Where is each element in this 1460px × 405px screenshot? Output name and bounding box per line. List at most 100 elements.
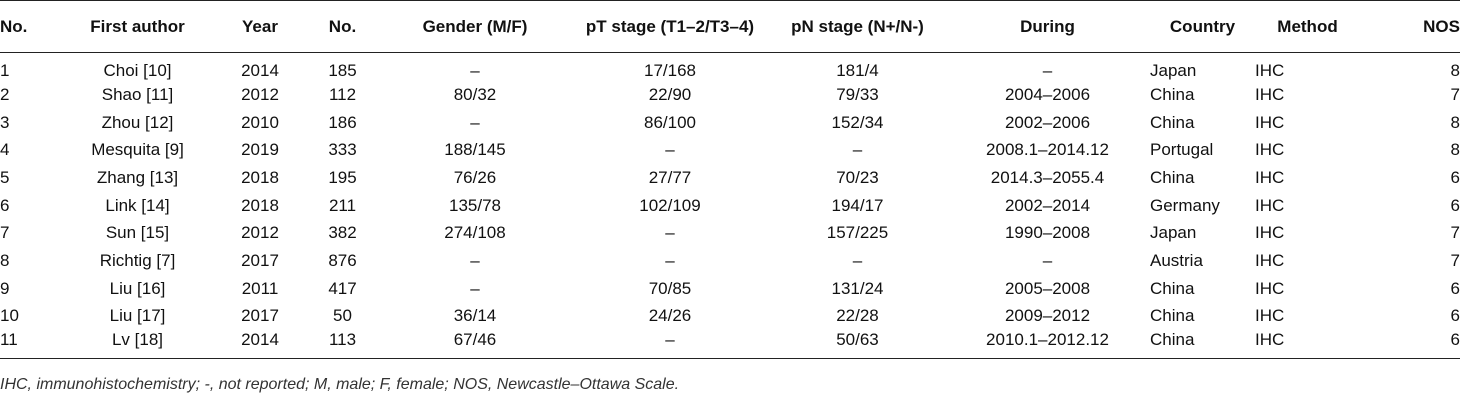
- gender-cell: –: [470, 61, 480, 80]
- gender-header: Gender (M/F): [422, 16, 528, 36]
- country-cell: China: [1150, 278, 1195, 298]
- year-cell: 2012: [241, 84, 279, 104]
- gender-cell: 188/145: [444, 140, 506, 160]
- first-author-cell: Lv [18]: [60, 330, 215, 360]
- study-number-cell: 7: [0, 223, 10, 243]
- during-cell: 2009–2012: [1004, 306, 1091, 326]
- pn-stage-cell: 79/33: [836, 84, 879, 104]
- pn-stage-header: pN stage (N+/N-): [791, 16, 924, 36]
- nos-cell: 6: [1450, 167, 1460, 187]
- pn-stage-cell: 194/17: [831, 195, 884, 215]
- study-number-cell: 9: [0, 278, 10, 298]
- gender-cell: 67/46: [380, 330, 570, 360]
- table-row: 10 Liu [17] 2017 50 36/14 24/26 22/28 2009–2012…: [0, 303, 1460, 331]
- sample-size-cell: 333: [328, 140, 357, 160]
- method-cell: IHC: [1255, 195, 1285, 215]
- pn-stage-cell: 70/23: [836, 167, 879, 187]
- sample-size-cell: 417: [328, 278, 357, 298]
- year-cell: 2014: [241, 61, 279, 80]
- country-cell: China: [1150, 330, 1255, 360]
- gender-cell: 135/78: [449, 195, 501, 215]
- first-author-cell: Shao [11]: [101, 84, 174, 104]
- year-header: Year: [242, 16, 278, 36]
- year-cell: 2019: [241, 140, 279, 160]
- gender-cell: 80/32: [453, 84, 497, 104]
- no-header: No.: [0, 16, 28, 36]
- gender-cell: 76/26: [453, 167, 497, 187]
- nos-cell: 8: [1450, 140, 1460, 160]
- first-author-cell: Link [14]: [105, 195, 170, 215]
- pn-stage-cell: 157/225: [826, 223, 889, 243]
- nos-cell: 8: [1450, 112, 1460, 132]
- pn-stage-cell: 50/63: [770, 330, 945, 360]
- study-number-cell: 4: [0, 140, 10, 160]
- pt-stage-cell: 27/77: [648, 167, 692, 187]
- pt-stage-cell: –: [570, 330, 770, 360]
- during-cell: –: [1042, 250, 1053, 270]
- sample-size-cell: 113: [305, 330, 380, 360]
- during-cell: 1990–2008: [1004, 223, 1091, 243]
- year-cell: 2010: [241, 112, 279, 132]
- pn-stage-cell: 131/24: [831, 278, 884, 298]
- during-cell: 2004–2006: [1004, 84, 1091, 104]
- table-row: 3 Zhou [12] 2010 186 – 86/100 152/34 2002–2006 C…: [0, 109, 1460, 137]
- year-cell: 2014: [215, 330, 305, 360]
- study-number-cell: 8: [0, 250, 10, 270]
- first-author-cell: Zhang [13]: [96, 167, 179, 187]
- table-row: 1 Choi [10] 2014 185 – 17/168 181/4 – Japan IHC 8: [0, 53, 1460, 82]
- pn-stage-cell: –: [852, 250, 863, 270]
- year-cell: 2018: [241, 167, 279, 187]
- gender-cell: –: [470, 278, 480, 298]
- pn-stage-cell: 22/28: [836, 306, 879, 326]
- pt-stage-cell: –: [665, 223, 675, 243]
- pn-stage-cell: –: [852, 140, 863, 160]
- table-row: 8 Richtig [7] 2017 876 – – – – Austria IHC 7: [0, 247, 1460, 275]
- pt-stage-cell: 17/168: [644, 61, 696, 80]
- method-cell: IHC: [1255, 250, 1285, 270]
- sample-size-cell: 186: [328, 112, 357, 132]
- first-author-cell: Sun [15]: [105, 223, 170, 243]
- nos-cell: 6: [1450, 195, 1460, 215]
- study-number-cell: 11: [0, 330, 60, 360]
- sample-size-header: No.: [328, 16, 357, 36]
- first-author-cell: Liu [16]: [109, 278, 166, 298]
- study-number-cell: 10: [0, 306, 19, 326]
- pt-stage-cell: 24/26: [648, 306, 692, 326]
- nos-cell: 7: [1450, 250, 1460, 270]
- gender-cell: –: [470, 250, 480, 270]
- during-cell: 2010.1–2012.12: [945, 330, 1150, 360]
- first-author-cell: Zhou [12]: [101, 112, 174, 132]
- table-row: 4 Mesquita [9] 2019 333 188/145 – – 2008.1–2014…: [0, 136, 1460, 164]
- sample-size-cell: 195: [328, 167, 357, 187]
- year-cell: 2018: [241, 195, 279, 215]
- table-row: 5 Zhang [13] 2018 195 76/26 27/77 70/23 2014.3–…: [0, 164, 1460, 192]
- method-cell: IHC: [1255, 84, 1285, 104]
- method-cell: IHC: [1255, 330, 1360, 360]
- year-cell: 2011: [241, 278, 279, 298]
- method-cell: IHC: [1255, 140, 1285, 160]
- first-author-cell: Richtig [7]: [99, 250, 176, 270]
- table-row: 2 Shao [11] 2012 112 80/32 22/90 79/33 2004–200…: [0, 81, 1460, 109]
- study-number-cell: 6: [0, 195, 10, 215]
- during-cell: 2008.1–2014.12: [986, 140, 1109, 160]
- pt-stage-cell: 102/109: [639, 195, 701, 215]
- pn-stage-cell: 152/34: [831, 112, 884, 132]
- gender-cell: 36/14: [453, 306, 497, 326]
- sample-size-cell: 382: [328, 223, 357, 243]
- nos-cell: 6: [1360, 330, 1460, 360]
- studies-table: No. First author Year No. Gender (M/F) pT sta…: [0, 0, 1460, 360]
- country-cell: China: [1150, 112, 1195, 132]
- nos-header: NOS: [1423, 16, 1460, 36]
- study-number-cell: 3: [0, 112, 10, 132]
- nos-cell: 7: [1450, 84, 1460, 104]
- table-row: 6 Link [14] 2018 211 135/78 102/109 194/17 2002…: [0, 192, 1460, 220]
- study-number-cell: 2: [0, 84, 10, 104]
- during-cell: 2005–2008: [1004, 278, 1091, 298]
- nos-cell: 6: [1450, 278, 1460, 298]
- table-row: 7 Sun [15] 2012 382 274/108 – 157/225 1990–2008…: [0, 219, 1460, 247]
- during-cell: 2002–2014: [1004, 195, 1091, 215]
- nos-cell: 7: [1450, 223, 1460, 243]
- nos-cell: 8: [1450, 61, 1460, 80]
- pn-stage-cell: 181/4: [836, 61, 879, 80]
